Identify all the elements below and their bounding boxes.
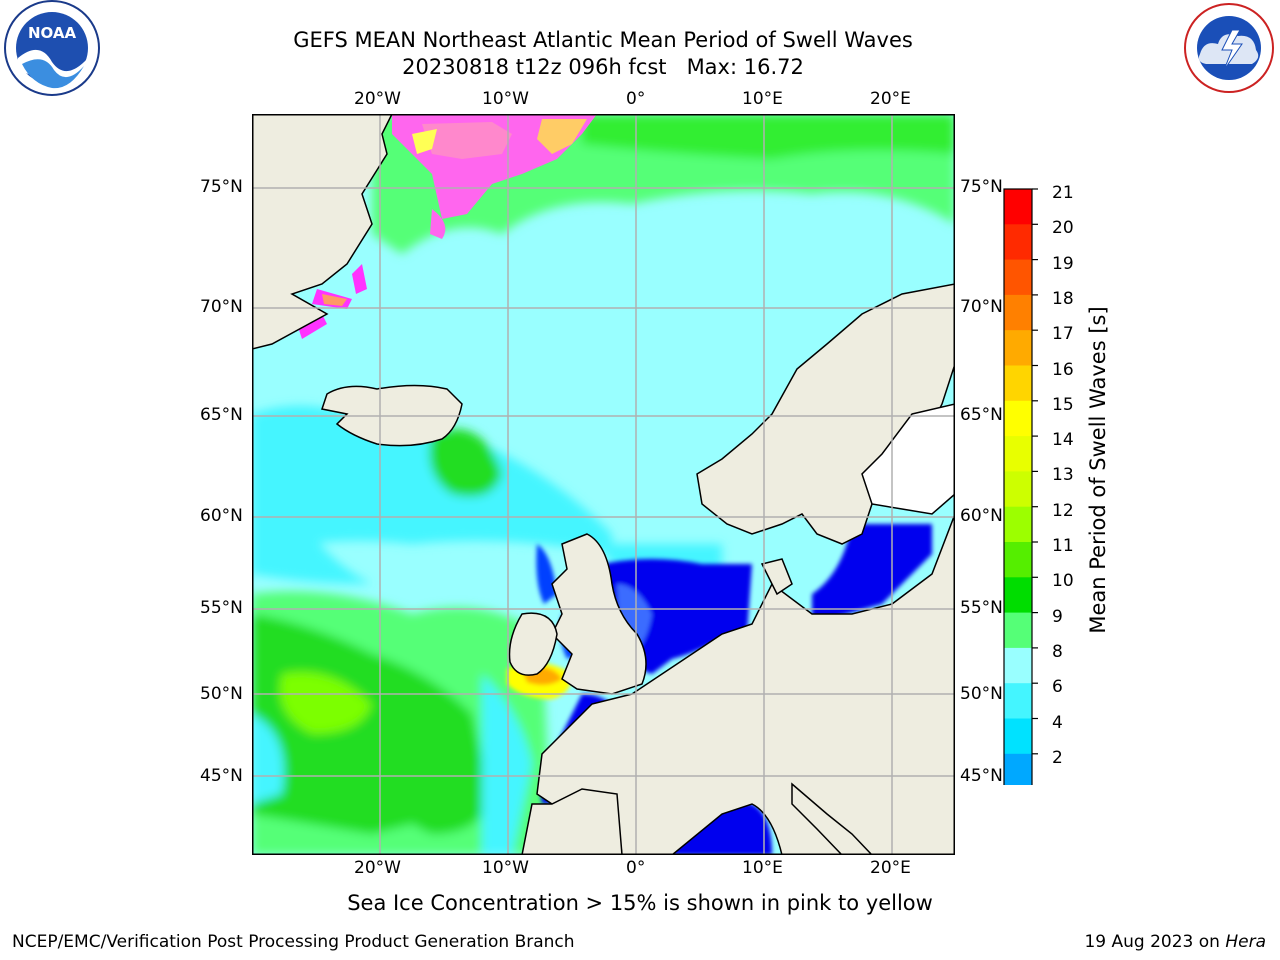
colorbar-segment (1004, 506, 1032, 543)
lon-label-top-20w: 20°W (354, 89, 401, 109)
colorbar-tick-label: 11 (1052, 536, 1074, 556)
graticule (252, 114, 955, 855)
colorbar-tick-label: 4 (1052, 712, 1063, 733)
plot-title: GEFS MEAN Northeast Atlantic Mean Period… (293, 28, 913, 52)
colorbar-ticks: 21 20 19 18 17 16 15 14 13 12 11 10 9 8 6 4 2 (1052, 179, 1112, 779)
colorbar-segment (1004, 753, 1032, 790)
colorbar-segment (1004, 365, 1032, 402)
colorbar-tick-label: 14 (1052, 430, 1074, 451)
colorbar-tick-label: 6 (1052, 677, 1063, 698)
lat-label-right-75n: 75°N (960, 177, 1003, 197)
svg-text:NOAA: NOAA (28, 24, 77, 42)
colorbar-segment (1004, 647, 1032, 684)
colorbar-segment (1004, 259, 1032, 296)
lon-label-bottom-0: 0° (626, 858, 646, 878)
sea-ice-note: Sea Ice Concentration > 15% is shown in … (347, 891, 933, 915)
lat-label-right-70n: 70°N (960, 297, 1003, 317)
colorbar-tick-label: 17 (1052, 324, 1074, 345)
lat-label-left-55n: 55°N (200, 598, 243, 618)
lat-label-left-60n: 60°N (200, 506, 243, 526)
colorbar-tick-label: 8 (1052, 641, 1063, 662)
colorbar-segment (1004, 189, 1032, 225)
colorbar-tick-label: 13 (1052, 465, 1074, 486)
colorbar-tick-label: 15 (1052, 394, 1074, 415)
colorbar-segment (1004, 436, 1032, 472)
colorbar-segment (1004, 471, 1032, 508)
colorbar-tick-label: 12 (1052, 500, 1074, 521)
colorbar-segment (1004, 542, 1032, 578)
colorbar-segment (1004, 294, 1032, 331)
land (251, 113, 956, 856)
nws-logo (1178, 0, 1280, 100)
lon-label-top-0: 0° (626, 89, 646, 109)
colorbar-segment (1004, 683, 1032, 719)
lat-label-left-45n: 45°N (200, 766, 243, 786)
lat-label-right-65n: 65°N (960, 405, 1003, 425)
footer-host: Hera (1225, 932, 1266, 952)
lon-label-bottom-20w: 20°W (354, 858, 401, 878)
lat-label-right-50n: 50°N (960, 684, 1003, 704)
colorbar-segment (1004, 224, 1032, 261)
lon-label-top-10e: 10°E (742, 89, 783, 109)
colorbar-segment (1004, 400, 1032, 437)
colorbar-segment (1004, 612, 1032, 649)
footer-producer: NCEP/EMC/Verification Post Processing Pr… (12, 932, 575, 952)
swell-period-map (251, 113, 956, 856)
lat-label-right-55n: 55°N (960, 598, 1003, 618)
plot-subtitle: 20230818 t12z 096h fcst Max: 16.72 (402, 55, 804, 79)
lat-label-left-70n: 70°N (200, 297, 243, 317)
colorbar-tick-label: 10 (1052, 571, 1074, 592)
lon-label-bottom-10e: 10°E (742, 858, 783, 878)
lon-label-top-10w: 10°W (482, 89, 529, 109)
colorbar-segment (1004, 718, 1032, 755)
lat-label-right-45n: 45°N (960, 766, 1003, 786)
colorbar-tick-label: 18 (1052, 288, 1074, 309)
colorbar (998, 185, 1048, 856)
lat-label-left-75n: 75°N (200, 177, 243, 197)
colorbar-tick-label: 2 (1052, 747, 1063, 768)
colorbar-tick-label: 21 (1052, 183, 1074, 203)
colorbar-segment (1004, 577, 1032, 614)
footer-date-text: 19 Aug 2023 on (1084, 932, 1226, 952)
colorbar-tick-label: 9 (1052, 606, 1063, 627)
lat-label-left-65n: 65°N (200, 405, 243, 425)
lon-label-top-20e: 20°E (870, 89, 911, 109)
colorbar-tick-label: 19 (1052, 253, 1074, 274)
lon-label-bottom-20e: 20°E (870, 858, 911, 878)
colorbar-tick-label: 16 (1052, 359, 1074, 380)
map-frame (252, 114, 955, 855)
lon-label-bottom-10w: 10°W (482, 858, 529, 878)
noaa-logo: NOAA (0, 0, 106, 100)
colorbar-tick-label: 20 (1052, 218, 1074, 239)
map-canvas (251, 113, 956, 856)
footer-date: 19 Aug 2023 on Hera (1084, 932, 1266, 952)
lat-label-right-60n: 60°N (960, 506, 1003, 526)
colorbar-label: Mean Period of Swell Waves [s] (1086, 306, 1110, 634)
sea-ice (297, 114, 597, 339)
colorbar-segment (1004, 330, 1032, 366)
lat-label-left-50n: 50°N (200, 684, 243, 704)
